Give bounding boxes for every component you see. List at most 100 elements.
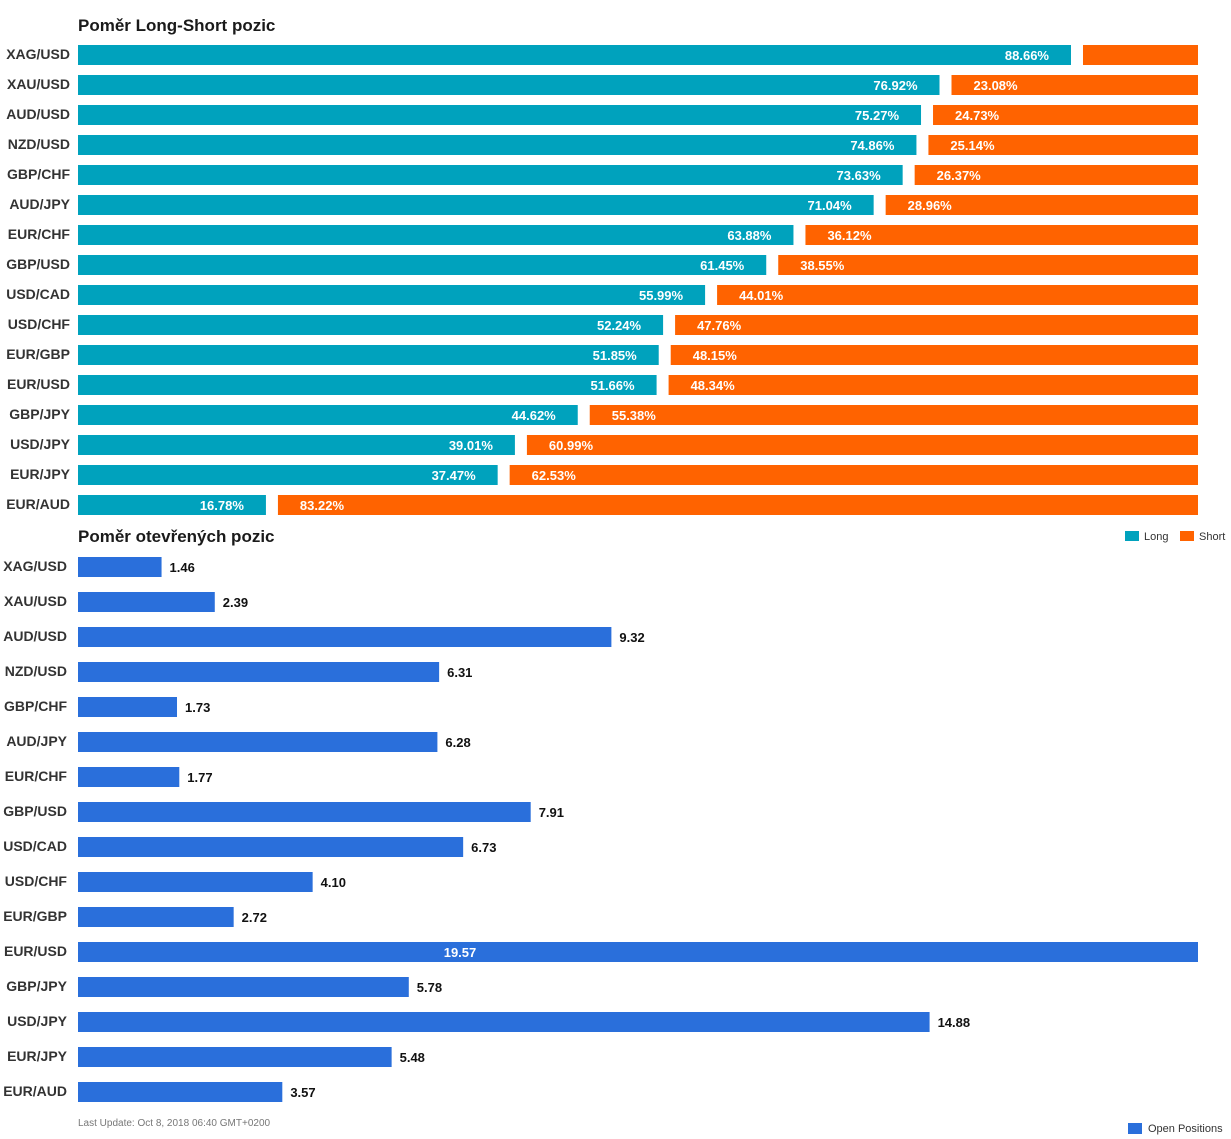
long-bar [78, 165, 903, 185]
open-positions-category-label: USD/JPY [7, 1013, 68, 1029]
short-bar [778, 255, 1198, 275]
short-value-label: 47.76% [697, 318, 742, 333]
short-bar [717, 285, 1198, 305]
long-value-label: 55.99% [639, 288, 684, 303]
open-positions-value-label: 1.77 [187, 770, 212, 785]
open-positions-category-label: EUR/AUD [3, 1083, 67, 1099]
open-positions-value-label: 1.46 [170, 560, 195, 575]
open-positions-bar [78, 592, 215, 612]
short-value-label: 48.15% [693, 348, 738, 363]
open-positions-value-label: 4.10 [321, 875, 346, 890]
long-value-label: 51.85% [593, 348, 638, 363]
long-bar [78, 45, 1071, 65]
open-positions-category-label: NZD/USD [5, 663, 67, 679]
open-positions-category-label: USD/CHF [5, 873, 68, 889]
legend-label-open-positions: Open Positions [1148, 1123, 1223, 1135]
long-bar [78, 315, 664, 335]
open-positions-value-label: 3.57 [290, 1085, 315, 1100]
open-positions-bar [78, 767, 180, 787]
open-positions-category-label: GBP/CHF [4, 698, 67, 714]
long-bar [78, 375, 657, 395]
open-positions-bar [78, 662, 440, 682]
open-positions-value-label: 6.31 [447, 665, 472, 680]
open-positions-bar [78, 977, 409, 997]
short-value-label: 48.34% [691, 378, 736, 393]
legend-swatch-long [1125, 531, 1139, 541]
long-value-label: 75.27% [855, 108, 900, 123]
legend-swatch-short [1180, 531, 1194, 541]
open-positions-value-label: 1.73 [185, 700, 210, 715]
short-bar [928, 135, 1198, 155]
legend-swatch-open-positions [1128, 1123, 1142, 1134]
legend-label-short: Short [1199, 531, 1225, 543]
open-positions-category-label: EUR/USD [4, 943, 67, 959]
long-value-label: 52.24% [597, 318, 642, 333]
long-short-category-label: EUR/JPY [10, 466, 71, 482]
open-positions-value-label: 2.72 [242, 910, 267, 925]
short-value-label: 44.01% [739, 288, 784, 303]
long-short-category-label: EUR/USD [7, 376, 70, 392]
open-positions-bar [78, 942, 1198, 962]
open-positions-value-label: 14.88 [938, 1015, 971, 1030]
long-value-label: 88.66% [1005, 48, 1050, 63]
long-value-label: 73.63% [837, 168, 882, 183]
short-value-label: 28.96% [908, 198, 953, 213]
short-value-label: 23.08% [974, 78, 1019, 93]
long-short-category-label: GBP/JPY [9, 406, 70, 422]
short-bar [526, 435, 1198, 455]
long-short-category-label: AUD/JPY [9, 196, 70, 212]
open-positions-bar [78, 557, 162, 577]
long-value-label: 44.62% [512, 408, 557, 423]
open-positions-bar [78, 697, 178, 717]
short-value-label: 62.53% [532, 468, 577, 483]
open-positions-bar [78, 1012, 930, 1032]
long-short-category-label: USD/JPY [10, 436, 71, 452]
long-bar [78, 105, 922, 125]
long-value-label: 39.01% [449, 438, 494, 453]
long-bar [78, 225, 794, 245]
long-short-chart: XAG/USD 88.66% XAU/USD 76.92% 23.08% AUD/USD 7… [6, 45, 1198, 515]
open-positions-value-label: 5.48 [400, 1050, 425, 1065]
open-positions-category-label: GBP/JPY [6, 978, 67, 994]
long-value-label: 61.45% [700, 258, 745, 273]
open-positions-category-label: AUD/USD [3, 628, 67, 644]
long-bar [78, 135, 917, 155]
short-bar [589, 405, 1198, 425]
short-value-label: 83.22% [300, 498, 345, 513]
long-value-label: 71.04% [808, 198, 853, 213]
short-value-label: 36.12% [827, 228, 872, 243]
legend-open-positions: Open Positions [1128, 1123, 1223, 1135]
long-bar [78, 255, 767, 275]
short-bar [277, 495, 1198, 515]
long-short-category-label: USD/CAD [6, 286, 70, 302]
legend-label-long: Long [1144, 531, 1168, 543]
open-positions-category-label: EUR/GBP [3, 908, 67, 924]
long-short-category-label: USD/CHF [8, 316, 71, 332]
open-positions-bar [78, 627, 612, 647]
short-bar [675, 315, 1198, 335]
short-bar [951, 75, 1198, 95]
open-positions-value-label: 19.57 [444, 945, 477, 960]
open-positions-bar [78, 872, 313, 892]
short-value-label: 25.14% [950, 138, 995, 153]
long-bar [78, 345, 659, 365]
long-short-category-label: EUR/AUD [6, 496, 70, 512]
short-bar [914, 165, 1198, 185]
open-positions-category-label: EUR/JPY [7, 1048, 68, 1064]
long-short-category-label: XAG/USD [6, 46, 70, 62]
short-bar [509, 465, 1198, 485]
open-positions-category-label: EUR/CHF [5, 768, 68, 784]
chart-title-open-positions: Poměr otevřených pozic [78, 527, 275, 546]
open-positions-bar [78, 732, 438, 752]
long-value-label: 76.92% [873, 78, 918, 93]
open-positions-category-label: AUD/JPY [6, 733, 67, 749]
long-short-category-label: GBP/USD [6, 256, 70, 272]
long-value-label: 63.88% [727, 228, 772, 243]
long-short-category-label: EUR/CHF [8, 226, 71, 242]
chart-title-long-short: Poměr Long-Short pozic [78, 16, 275, 35]
open-positions-bar [78, 907, 234, 927]
long-bar [78, 435, 515, 455]
short-bar [805, 225, 1198, 245]
long-short-category-label: AUD/USD [6, 106, 70, 122]
